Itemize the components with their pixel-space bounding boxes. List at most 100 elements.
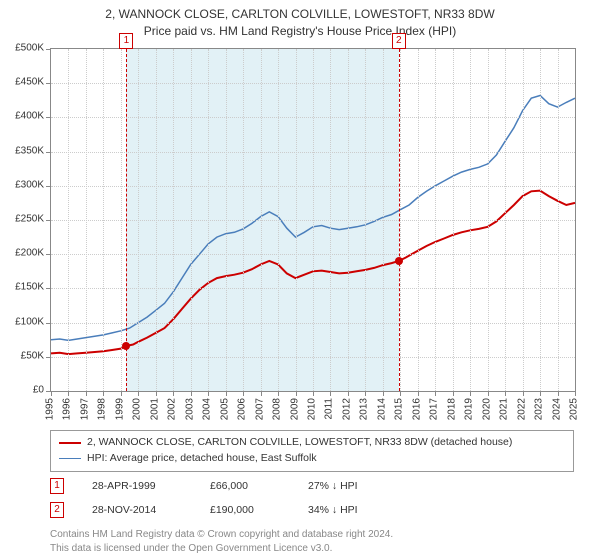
xtick-label: 2021 — [499, 398, 510, 420]
grid-line-v — [383, 49, 384, 391]
xtick-mark — [68, 391, 69, 396]
xtick-label: 2006 — [237, 398, 248, 420]
xtick-mark — [540, 391, 541, 396]
legend-swatch — [59, 458, 81, 459]
grid-line-v — [558, 49, 559, 391]
grid-line-v — [330, 49, 331, 391]
xtick-mark — [435, 391, 436, 396]
xtick-label: 2011 — [324, 398, 335, 420]
event-pct-vs-hpi: 34% ↓ HPI — [308, 504, 358, 516]
ytick-label: £300K — [8, 179, 44, 190]
grid-line-v — [296, 49, 297, 391]
xtick-label: 2022 — [516, 398, 527, 420]
xtick-mark — [383, 391, 384, 396]
ytick-mark — [46, 220, 51, 221]
xtick-label: 2010 — [307, 398, 318, 420]
xtick-mark — [86, 391, 87, 396]
xtick-label: 1996 — [62, 398, 73, 420]
xtick-label: 2012 — [341, 398, 352, 420]
grid-line-v — [86, 49, 87, 391]
legend-label: HPI: Average price, detached house, East… — [87, 451, 317, 467]
xtick-label: 2024 — [551, 398, 562, 420]
ytick-mark — [46, 49, 51, 50]
chart-title-line2: Price paid vs. HM Land Registry's House … — [0, 23, 600, 40]
xtick-mark — [418, 391, 419, 396]
ytick-mark — [46, 152, 51, 153]
grid-line-v — [453, 49, 454, 391]
xtick-mark — [313, 391, 314, 396]
event-date: 28-NOV-2014 — [92, 504, 182, 516]
xtick-label: 2009 — [289, 398, 300, 420]
ytick-label: £350K — [8, 145, 44, 156]
xtick-mark — [575, 391, 576, 396]
marker-dot-1 — [122, 342, 130, 350]
grid-line-v — [191, 49, 192, 391]
event-row-2: 2 28-NOV-2014 £190,000 34% ↓ HPI — [50, 502, 358, 518]
marker-box-2: 2 — [392, 33, 406, 49]
xtick-label: 2003 — [184, 398, 195, 420]
xtick-mark — [51, 391, 52, 396]
ytick-label: £100K — [8, 316, 44, 327]
xtick-mark — [348, 391, 349, 396]
xtick-mark — [505, 391, 506, 396]
xtick-mark — [278, 391, 279, 396]
footer-line1: Contains HM Land Registry data © Crown c… — [50, 528, 393, 542]
xtick-label: 2015 — [394, 398, 405, 420]
grid-line-v — [435, 49, 436, 391]
grid-line-v — [226, 49, 227, 391]
grid-line-v — [540, 49, 541, 391]
grid-line-v — [278, 49, 279, 391]
ytick-label: £200K — [8, 248, 44, 259]
grid-line-v — [68, 49, 69, 391]
ytick-label: £150K — [8, 282, 44, 293]
legend-box: 2, WANNOCK CLOSE, CARLTON COLVILLE, LOWE… — [50, 430, 574, 472]
ytick-label: £500K — [8, 43, 44, 54]
xtick-mark — [138, 391, 139, 396]
legend-row: 2, WANNOCK CLOSE, CARLTON COLVILLE, LOWE… — [59, 435, 565, 451]
xtick-mark — [523, 391, 524, 396]
grid-line-v — [348, 49, 349, 391]
xtick-mark — [208, 391, 209, 396]
xtick-mark — [226, 391, 227, 396]
xtick-mark — [243, 391, 244, 396]
ytick-mark — [46, 83, 51, 84]
xtick-label: 1997 — [79, 398, 90, 420]
xtick-mark — [558, 391, 559, 396]
xtick-label: 2001 — [149, 398, 160, 420]
xtick-mark — [365, 391, 366, 396]
event-price: £190,000 — [210, 504, 280, 516]
xtick-label: 2005 — [219, 398, 230, 420]
xtick-label: 1998 — [97, 398, 108, 420]
ytick-mark — [46, 254, 51, 255]
xtick-label: 2000 — [132, 398, 143, 420]
marker-dot-2 — [395, 257, 403, 265]
legend-swatch — [59, 442, 81, 444]
grid-line-v — [243, 49, 244, 391]
xtick-mark — [103, 391, 104, 396]
xtick-mark — [191, 391, 192, 396]
grid-line-v — [470, 49, 471, 391]
event-row-1: 128-APR-1999£66,00027% ↓ HPI — [50, 478, 358, 494]
xtick-label: 1995 — [45, 398, 56, 420]
legend-label: 2, WANNOCK CLOSE, CARLTON COLVILLE, LOWE… — [87, 435, 512, 451]
ytick-mark — [46, 288, 51, 289]
xtick-label: 2017 — [429, 398, 440, 420]
event-date: 28-APR-1999 — [92, 480, 182, 492]
marker-box-1: 1 — [119, 33, 133, 49]
xtick-label: 2004 — [202, 398, 213, 420]
event-num: 2 — [50, 502, 64, 518]
xtick-label: 2019 — [464, 398, 475, 420]
xtick-mark — [470, 391, 471, 396]
ytick-mark — [46, 357, 51, 358]
xtick-label: 2020 — [481, 398, 492, 420]
grid-line-v — [365, 49, 366, 391]
grid-line-v — [121, 49, 122, 391]
footer-line2: This data is licensed under the Open Gov… — [50, 542, 393, 556]
ytick-label: £400K — [8, 111, 44, 122]
xtick-label: 2014 — [376, 398, 387, 420]
grid-line-v — [261, 49, 262, 391]
grid-line-v — [138, 49, 139, 391]
marker-line-1 — [126, 49, 127, 391]
grid-line-v — [156, 49, 157, 391]
grid-line-v — [313, 49, 314, 391]
